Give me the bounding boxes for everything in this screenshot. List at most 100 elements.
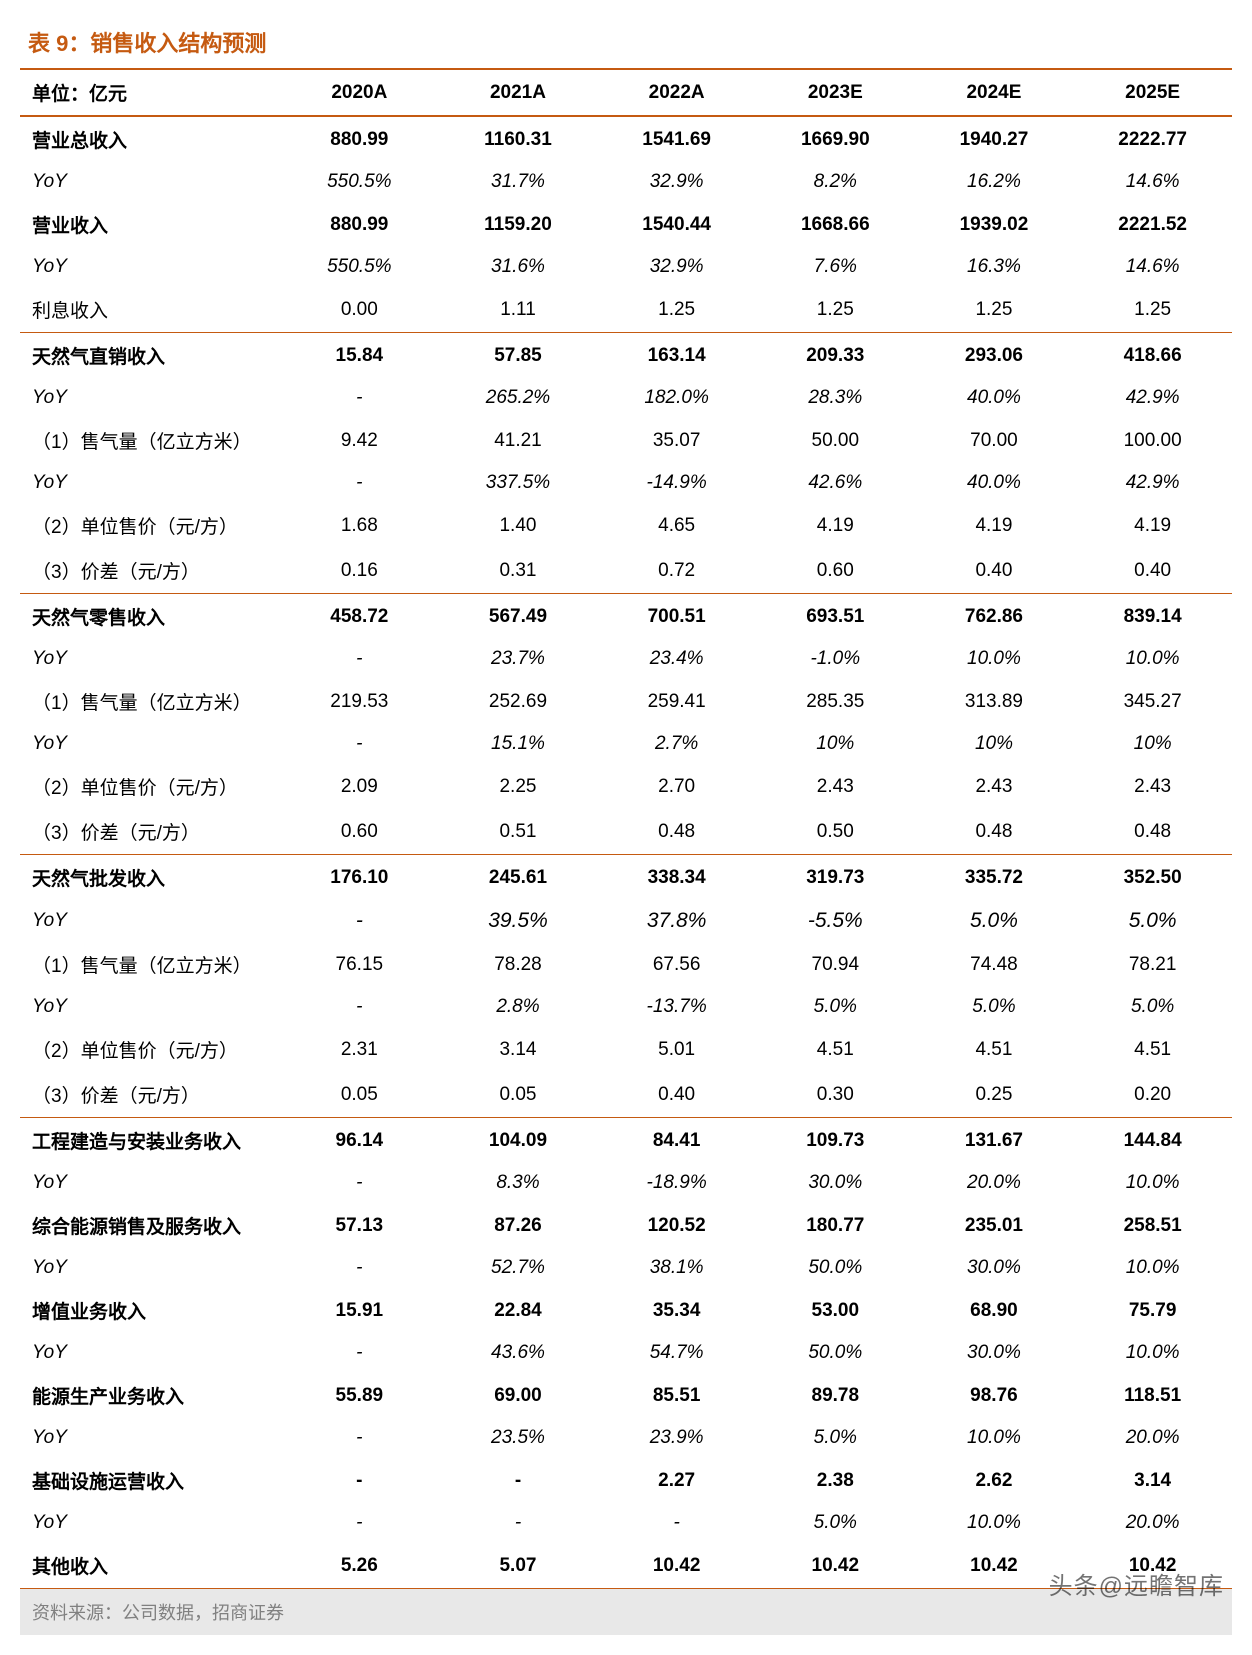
- cell: -: [280, 378, 439, 418]
- cell: 700.51: [597, 594, 756, 640]
- cell: 2.43: [1073, 764, 1232, 809]
- cell: 14.6%: [1073, 162, 1232, 202]
- table-row: YoY-337.5%-14.9%42.6%40.0%42.9%: [20, 463, 1232, 503]
- cell: 53.00: [756, 1288, 915, 1333]
- row-label: 天然气直销收入: [20, 333, 280, 379]
- cell: 10.0%: [915, 639, 1074, 679]
- col-2020a: 2020A: [280, 69, 439, 116]
- cell: 418.66: [1073, 333, 1232, 379]
- cell: 14.6%: [1073, 247, 1232, 287]
- cell: 10.0%: [1073, 1248, 1232, 1288]
- col-2022a: 2022A: [597, 69, 756, 116]
- col-2024e: 2024E: [915, 69, 1074, 116]
- cell: 57.85: [439, 333, 598, 379]
- cell: 10.0%: [1073, 1163, 1232, 1203]
- cell: 1.68: [280, 503, 439, 548]
- cell: 9.42: [280, 418, 439, 463]
- cell: 75.79: [1073, 1288, 1232, 1333]
- cell: -14.9%: [597, 463, 756, 503]
- cell: 209.33: [756, 333, 915, 379]
- cell: 2.09: [280, 764, 439, 809]
- cell: -18.9%: [597, 1163, 756, 1203]
- cell: 1160.31: [439, 116, 598, 162]
- row-label: 综合能源销售及服务收入: [20, 1203, 280, 1248]
- cell: 40.0%: [915, 378, 1074, 418]
- table-row: （2）单位售价（元/方）2.313.145.014.514.514.51: [20, 1027, 1232, 1072]
- table-row: YoY-52.7%38.1%50.0%30.0%10.0%: [20, 1248, 1232, 1288]
- row-label: 利息收入: [20, 287, 280, 333]
- cell: 245.61: [439, 855, 598, 901]
- table-row: 营业总收入880.991160.311541.691669.901940.272…: [20, 116, 1232, 162]
- cell: 338.34: [597, 855, 756, 901]
- row-label: YoY: [20, 463, 280, 503]
- cell: 100.00: [1073, 418, 1232, 463]
- table-row: （2）单位售价（元/方）2.092.252.702.432.432.43: [20, 764, 1232, 809]
- cell: 10%: [756, 724, 915, 764]
- cell: 285.35: [756, 679, 915, 724]
- cell: 42.9%: [1073, 378, 1232, 418]
- cell: 43.6%: [439, 1333, 598, 1373]
- cell: 5.0%: [1073, 900, 1232, 942]
- cell: 2.27: [597, 1458, 756, 1503]
- table-row: YoY-2.8%-13.7%5.0%5.0%5.0%: [20, 987, 1232, 1027]
- cell: -: [280, 900, 439, 942]
- cell: 37.8%: [597, 900, 756, 942]
- cell: 1669.90: [756, 116, 915, 162]
- row-label: YoY: [20, 1418, 280, 1458]
- cell: 5.01: [597, 1027, 756, 1072]
- cell: 180.77: [756, 1203, 915, 1248]
- cell: 52.7%: [439, 1248, 598, 1288]
- cell: 3.14: [439, 1027, 598, 1072]
- cell: 319.73: [756, 855, 915, 901]
- cell: 1.25: [756, 287, 915, 333]
- cell: 8.3%: [439, 1163, 598, 1203]
- cell: 4.51: [756, 1027, 915, 1072]
- table-row: 能源生产业务收入55.8969.0085.5189.7898.76118.51: [20, 1373, 1232, 1418]
- cell: 74.48: [915, 942, 1074, 987]
- cell: 15.1%: [439, 724, 598, 764]
- row-label: YoY: [20, 639, 280, 679]
- cell: 70.00: [915, 418, 1074, 463]
- table-row: 天然气直销收入15.8457.85163.14209.33293.06418.6…: [20, 333, 1232, 379]
- table-row: YoY---5.0%10.0%20.0%: [20, 1503, 1232, 1543]
- row-label: YoY: [20, 1333, 280, 1373]
- cell: 0.05: [439, 1072, 598, 1118]
- cell: 762.86: [915, 594, 1074, 640]
- cell: -: [280, 724, 439, 764]
- cell: 15.84: [280, 333, 439, 379]
- cell: 28.3%: [756, 378, 915, 418]
- cell: 31.6%: [439, 247, 598, 287]
- cell: 567.49: [439, 594, 598, 640]
- cell: 1.25: [597, 287, 756, 333]
- cell: 2.31: [280, 1027, 439, 1072]
- cell: -: [280, 1458, 439, 1503]
- cell: 293.06: [915, 333, 1074, 379]
- cell: 0.00: [280, 287, 439, 333]
- cell: 1940.27: [915, 116, 1074, 162]
- col-2023e: 2023E: [756, 69, 915, 116]
- cell: 0.05: [280, 1072, 439, 1118]
- cell: 1540.44: [597, 202, 756, 247]
- cell: 182.0%: [597, 378, 756, 418]
- cell: 0.40: [597, 1072, 756, 1118]
- row-label: 其他收入: [20, 1543, 280, 1589]
- cell: 22.84: [439, 1288, 598, 1333]
- cell: 839.14: [1073, 594, 1232, 640]
- cell: 0.16: [280, 548, 439, 594]
- row-label: （2）单位售价（元/方）: [20, 503, 280, 548]
- row-label: 增值业务收入: [20, 1288, 280, 1333]
- cell: 176.10: [280, 855, 439, 901]
- table-row: （3）价差（元/方）0.160.310.720.600.400.40: [20, 548, 1232, 594]
- watermark: 头条@远瞻智库: [1049, 1566, 1224, 1601]
- cell: 54.7%: [597, 1333, 756, 1373]
- cell: 0.72: [597, 548, 756, 594]
- cell: -: [280, 1503, 439, 1543]
- table-row: 天然气零售收入458.72567.49700.51693.51762.86839…: [20, 594, 1232, 640]
- cell: 337.5%: [439, 463, 598, 503]
- cell: 2221.52: [1073, 202, 1232, 247]
- cell: 20.0%: [915, 1163, 1074, 1203]
- cell: 42.6%: [756, 463, 915, 503]
- table-row: 工程建造与安装业务收入96.14104.0984.41109.73131.671…: [20, 1118, 1232, 1164]
- cell: 98.76: [915, 1373, 1074, 1418]
- cell: 2.25: [439, 764, 598, 809]
